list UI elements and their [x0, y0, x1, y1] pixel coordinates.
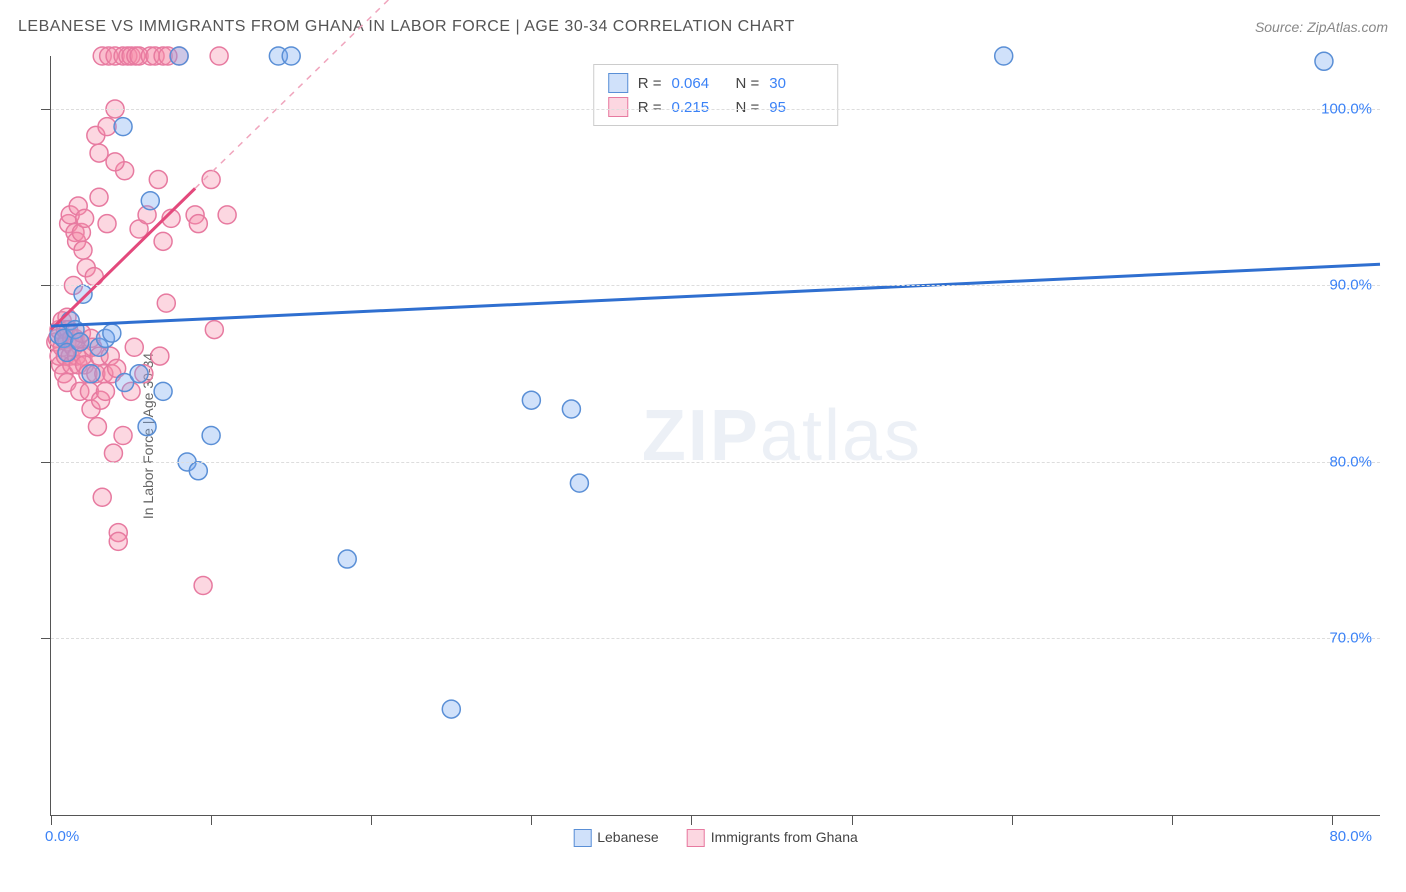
gridline [51, 462, 1380, 463]
y-tick [41, 462, 51, 463]
data-point [522, 391, 540, 409]
data-point [170, 47, 188, 65]
data-point [562, 400, 580, 418]
legend-n-label: N = [736, 99, 760, 116]
y-tick [41, 109, 51, 110]
data-point [82, 365, 100, 383]
x-tick [852, 815, 853, 825]
legend-swatch [608, 97, 628, 117]
source-label: Source: [1255, 19, 1303, 35]
data-point [149, 171, 167, 189]
data-point [109, 532, 127, 550]
x-tick-label: 0.0% [45, 828, 79, 845]
y-tick [41, 638, 51, 639]
legend-row: R = 0.064 N = 30 [608, 71, 824, 95]
x-tick [1332, 815, 1333, 825]
legend-bottom-label: Immigrants from Ghana [711, 829, 858, 845]
data-point [74, 285, 92, 303]
legend-n-value: 95 [769, 99, 823, 116]
data-point [106, 153, 124, 171]
data-point [189, 215, 207, 233]
data-point [130, 365, 148, 383]
data-point [104, 444, 122, 462]
legend-r-label: R = [638, 99, 662, 116]
legend-r-value: 0.215 [672, 99, 726, 116]
legend-bottom: Lebanese Immigrants from Ghana [573, 829, 858, 847]
data-point [93, 488, 111, 506]
legend-n-value: 30 [769, 75, 823, 92]
legend-row: R = 0.215 N = 95 [608, 95, 824, 119]
data-point [282, 47, 300, 65]
y-tick-label: 70.0% [1329, 630, 1372, 647]
legend-r-value: 0.064 [672, 75, 726, 92]
data-point [205, 321, 223, 339]
legend-bottom-item: Immigrants from Ghana [687, 829, 858, 847]
data-point [98, 215, 116, 233]
legend-bottom-item: Lebanese [573, 829, 659, 847]
data-point [138, 418, 156, 436]
data-point [76, 209, 94, 227]
trend-line [51, 264, 1380, 326]
y-tick-label: 90.0% [1329, 277, 1372, 294]
data-point [194, 577, 212, 595]
legend-r-label: R = [638, 75, 662, 92]
x-tick [211, 815, 212, 825]
legend-swatch [608, 73, 628, 93]
data-point [157, 294, 175, 312]
data-point [154, 232, 172, 250]
data-point [338, 550, 356, 568]
y-tick [41, 285, 51, 286]
gridline [51, 109, 1380, 110]
x-tick [371, 815, 372, 825]
x-tick-label: 80.0% [1329, 828, 1372, 845]
gridline [51, 285, 1380, 286]
data-point [125, 338, 143, 356]
data-point [90, 144, 108, 162]
y-tick-label: 80.0% [1329, 453, 1372, 470]
data-point [114, 118, 132, 136]
data-point [995, 47, 1013, 65]
data-point [570, 474, 588, 492]
data-point [114, 427, 132, 445]
legend-swatch [687, 829, 705, 847]
x-tick [51, 815, 52, 825]
x-tick [1172, 815, 1173, 825]
legend-swatch [573, 829, 591, 847]
data-point [151, 347, 169, 365]
data-point [141, 192, 159, 210]
x-tick [1012, 815, 1013, 825]
data-point [442, 700, 460, 718]
title-bar: LEBANESE VS IMMIGRANTS FROM GHANA IN LAB… [18, 18, 1388, 36]
data-point [1315, 52, 1333, 70]
data-point [88, 418, 106, 436]
data-point [103, 324, 121, 342]
data-point [189, 462, 207, 480]
data-point [96, 382, 114, 400]
scatter-svg [51, 56, 1380, 815]
chart-title: LEBANESE VS IMMIGRANTS FROM GHANA IN LAB… [18, 18, 795, 36]
y-tick-label: 100.0% [1321, 100, 1372, 117]
data-point [202, 427, 220, 445]
gridline [51, 638, 1380, 639]
x-tick [531, 815, 532, 825]
legend-n-label: N = [736, 75, 760, 92]
data-point [154, 382, 172, 400]
source: Source: ZipAtlas.com [1255, 19, 1388, 35]
data-point [71, 333, 89, 351]
data-point [218, 206, 236, 224]
plot-area: In Labor Force | Age 30-34 ZIPatlas R =0… [50, 56, 1380, 816]
source-value: ZipAtlas.com [1307, 19, 1388, 35]
data-point [90, 188, 108, 206]
legend-bottom-label: Lebanese [597, 829, 659, 845]
data-point [210, 47, 228, 65]
legend-top: R = 0.064 N = 30 R = 0.215 N = 95 [593, 64, 839, 126]
data-point [74, 241, 92, 259]
x-tick [691, 815, 692, 825]
